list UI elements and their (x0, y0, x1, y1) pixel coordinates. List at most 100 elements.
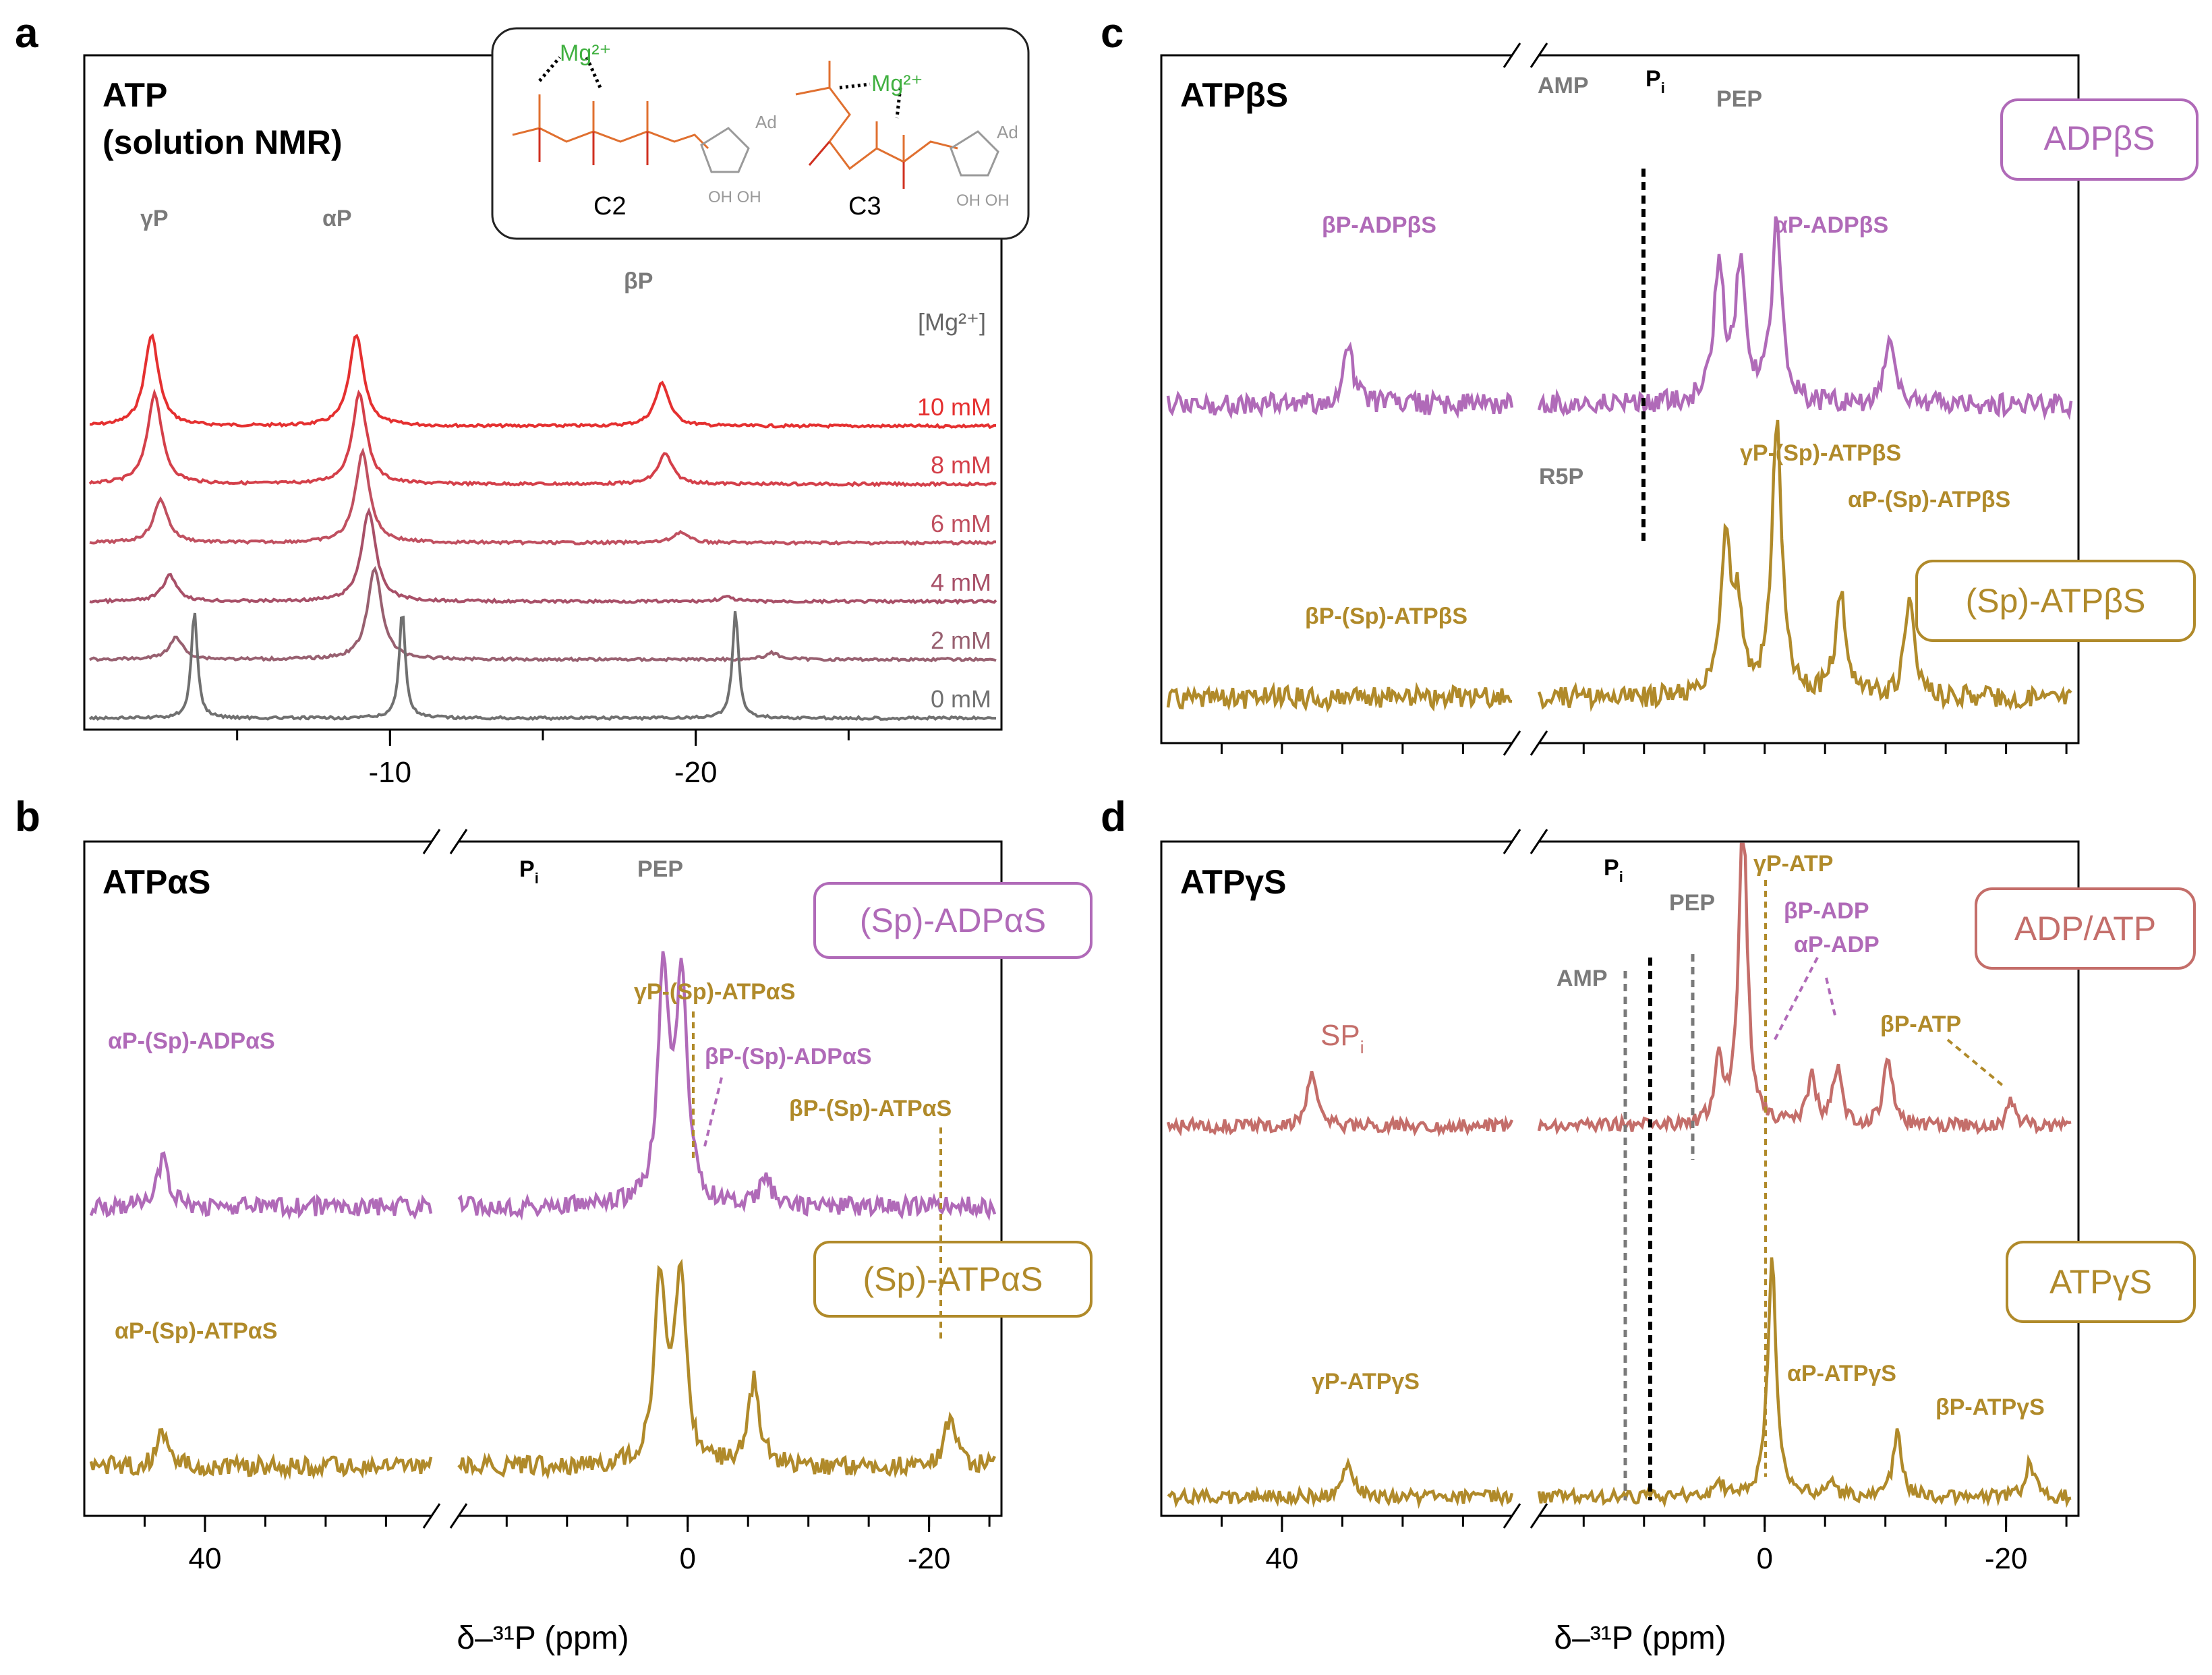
b-box-top (813, 882, 1093, 959)
trace-a-0-seg0 (89, 333, 996, 430)
d-label-beta-atp: βP-ATP (1880, 1011, 1961, 1037)
break-mark-d (1503, 1503, 1521, 1529)
panel-a-title-line2: (solution NMR) (103, 123, 342, 161)
panel-c-spectra (1166, 216, 2073, 713)
panel-c-letter: c (1101, 10, 1124, 57)
panel-a-xaxis: -10 -20 (236, 730, 850, 789)
c-box-top-label: ADPβS (2044, 119, 2155, 157)
tick-label-b: 40 (188, 1542, 221, 1575)
d-pi-label: Pi (1604, 855, 1623, 885)
d-box-top-label: ADP/ATP (2014, 910, 2156, 947)
panel-b-frame (83, 840, 1003, 1517)
panel-d-xaxis: 40 0 -20 (1220, 1516, 2068, 1575)
c2-structure (512, 94, 709, 165)
d-beta-adp-guide (1772, 957, 1819, 1042)
mg-concentration-labels: 10 mM 8 mM 6 mM 4 mM 2 mM 0 mM (917, 393, 991, 713)
trace-a-2-seg0 (89, 447, 997, 546)
structures-inset: Mg²⁺ Ad OH OH C2 Mg²⁺ Ad OH OH C3 (491, 27, 1030, 240)
trace-d-0-seg0 (1166, 1071, 1514, 1138)
panel-d-axis-break (1503, 829, 1548, 1529)
panel-a-title-line1: ATP (103, 76, 167, 114)
c3-structure (795, 61, 958, 189)
c2-ad-label: Ad (755, 112, 777, 132)
b-pi-label: Pi (519, 856, 539, 887)
tick-label-a: -20 (674, 756, 718, 789)
panel-a-spectra (88, 333, 997, 722)
panel-b-spectra (89, 951, 997, 1481)
c-amp-label: AMP (1538, 73, 1589, 98)
d-alpha-adp-guide (1825, 977, 1837, 1019)
panel-b-title: ATPαS (103, 863, 210, 901)
tick-label-d: 40 (1265, 1542, 1298, 1575)
c2-label: C2 (593, 192, 627, 221)
trace-d-1-seg0 (1167, 1457, 1514, 1509)
break-mark-d (1530, 1503, 1548, 1529)
b-pep-label: PEP (637, 856, 683, 882)
mg-label-0: 10 mM (917, 393, 991, 421)
panel-b-letter: b (15, 794, 40, 840)
c-label-beta-atp: βP-(Sp)-ATPβS (1305, 604, 1467, 629)
mg-label-2: 6 mM (931, 510, 991, 537)
c-label-alpha-adp: αP-ADPβS (1774, 212, 1888, 238)
break-mark-c (1503, 730, 1521, 756)
b-box-top-label: (Sp)-ADPαS (860, 902, 1046, 939)
mg-label-3: 4 mM (931, 568, 991, 596)
mg-header: [Mg²⁺] (918, 308, 986, 336)
break-mark-c (1503, 42, 1521, 68)
c3-ribose-ring (950, 130, 999, 177)
panel-c-axis-break (1503, 42, 1548, 756)
tick-label-d: 0 (1756, 1542, 1772, 1575)
b-label-beta-adp: βP-(Sp)-ADPαS (705, 1044, 872, 1069)
b-label-gamma-atp: γP-(Sp)-ATPαS (634, 979, 795, 1005)
structures-frame (491, 27, 1030, 240)
c2-mg-label: Mg²⁺ (560, 40, 612, 66)
trace-b-0-seg1 (457, 951, 997, 1221)
d-label-beta-adp: βP-ADP (1784, 898, 1869, 924)
label-gamma-p: γP (140, 206, 169, 231)
c-label-beta-adp: βP-ADPβS (1322, 212, 1436, 238)
c3-ad-label: Ad (997, 122, 1018, 142)
c2-oh-label: OH OH (708, 188, 761, 206)
tick-label-b: 0 (679, 1542, 695, 1575)
c-box-bottom-label: (Sp)-ATPβS (1966, 582, 2146, 620)
break-mark-d (1530, 829, 1548, 854)
c-box-top (2000, 98, 2199, 181)
panel-c-frame (1160, 54, 2080, 744)
d-label-alpha-atpgs: αP-ATPγS (1787, 1361, 1896, 1386)
mg-label-5: 0 mM (931, 685, 991, 713)
b-label-alpha-adp: αP-(Sp)-ADPαS (108, 1028, 275, 1054)
trace-c-1-seg1 (1537, 419, 2072, 712)
c-label-alpha-atp: αP-(Sp)-ATPβS (1848, 487, 2010, 512)
d-box-top (1975, 887, 2196, 970)
d-amp-label: AMP (1556, 966, 1608, 991)
trace-b-0-seg0 (89, 1151, 433, 1221)
panel-d-title: ATPγS (1180, 863, 1286, 901)
b-box-bottom (813, 1241, 1093, 1318)
c-pi-label: Pi (1646, 66, 1665, 96)
mg-label-1: 8 mM (931, 451, 991, 479)
trace-c-0-seg1 (1537, 216, 2073, 421)
break-mark-b (422, 829, 441, 854)
c2-mg-coordination (538, 56, 561, 82)
panel-a: a ATP (solution NMR) -10 -20 γP αP βP [Mg… (15, 10, 1030, 789)
label-alpha-p: αP (322, 206, 352, 231)
d-label-gamma-atp: γP-ATP (1753, 851, 1833, 877)
tick-label-b: -20 (908, 1542, 951, 1575)
break-mark-d (1503, 829, 1521, 854)
trace-a-5-seg0 (88, 611, 996, 722)
d-label-beta-atpgs: βP-ATPγS (1936, 1394, 2045, 1420)
c-r5p-label: R5P (1539, 464, 1583, 490)
trace-a-1-seg0 (88, 388, 997, 488)
d-axis-title: δ–³¹P (ppm) (1554, 1620, 1726, 1656)
d-pep-label: PEP (1669, 890, 1715, 916)
panel-a-letter: a (15, 10, 38, 57)
b-label-beta-atp: βP-(Sp)-ATPαS (789, 1096, 952, 1121)
trace-d-0-seg1 (1537, 842, 2072, 1136)
c3-oh-label: OH OH (956, 192, 1010, 210)
break-mark-c (1530, 730, 1548, 756)
trace-b-1-seg0 (89, 1428, 433, 1481)
tick-label-d: -20 (1985, 1542, 2028, 1575)
c3-mg-coordination (839, 82, 871, 90)
panel-b-xaxis: 40 0 -20 (143, 1516, 991, 1575)
